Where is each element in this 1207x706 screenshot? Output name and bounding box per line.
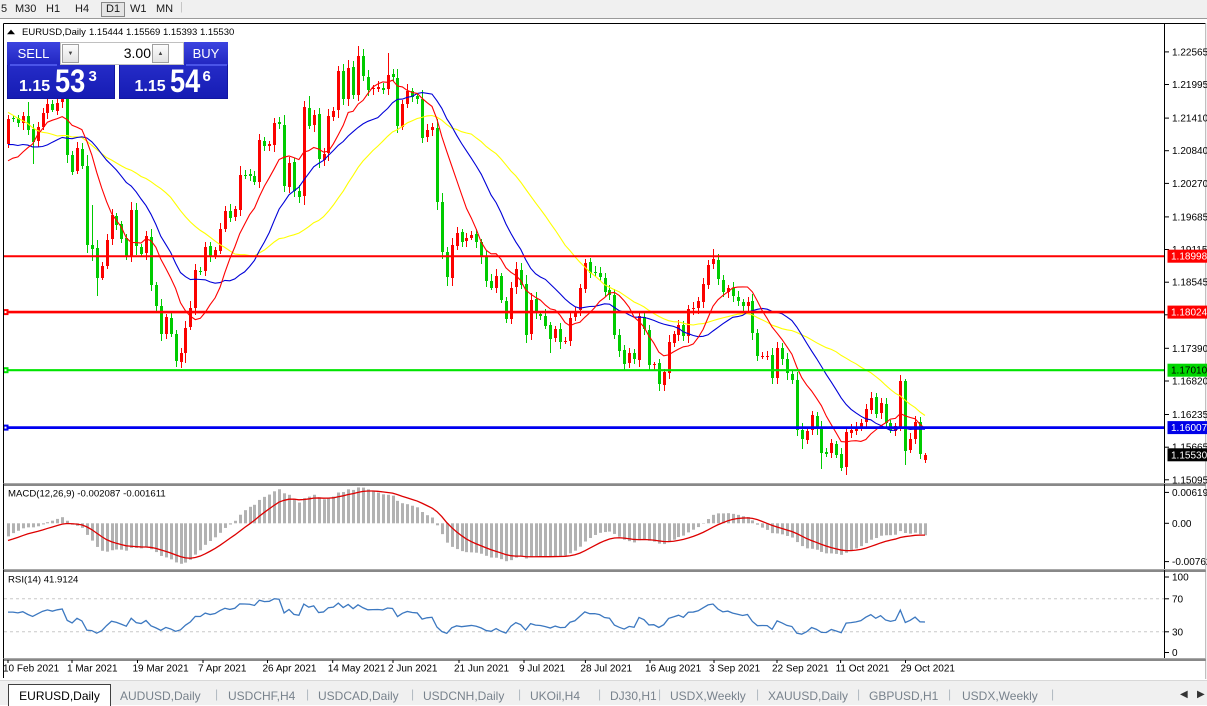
svg-text:-0.00762: -0.00762 — [1172, 557, 1207, 568]
svg-text:1.17010: 1.17010 — [1171, 366, 1207, 377]
svg-text:1.19685: 1.19685 — [1172, 212, 1207, 223]
svg-text:70: 70 — [1172, 594, 1184, 605]
svg-text:22 Sep 2021: 22 Sep 2021 — [772, 664, 829, 675]
svg-text:0.00: 0.00 — [1172, 519, 1192, 530]
svg-text:1.18024: 1.18024 — [1171, 308, 1207, 319]
svg-text:100: 100 — [1172, 573, 1189, 584]
svg-text:1 Mar 2021: 1 Mar 2021 — [67, 664, 118, 675]
svg-text:1.16235: 1.16235 — [1172, 410, 1207, 421]
svg-text:21 Jun 2021: 21 Jun 2021 — [454, 664, 509, 675]
svg-text:1.20270: 1.20270 — [1172, 179, 1207, 190]
svg-text:10 Feb 2021: 10 Feb 2021 — [3, 664, 60, 675]
svg-text:1.15530: 1.15530 — [1171, 450, 1207, 461]
svg-text:1.16007: 1.16007 — [1171, 423, 1207, 434]
svg-text:RSI(14) 41.9124: RSI(14) 41.9124 — [8, 575, 79, 586]
svg-text:19 Mar 2021: 19 Mar 2021 — [133, 664, 190, 675]
svg-text:9 Jul 2021: 9 Jul 2021 — [519, 664, 566, 675]
svg-text:1.15095: 1.15095 — [1172, 475, 1207, 486]
svg-text:7 Apr 2021: 7 Apr 2021 — [198, 664, 247, 675]
svg-text:1.18998: 1.18998 — [1171, 252, 1207, 263]
svg-text:MACD(12,26,9) -0.002087 -0.001: MACD(12,26,9) -0.002087 -0.001611 — [8, 489, 166, 500]
svg-text:3 Sep 2021: 3 Sep 2021 — [709, 664, 761, 675]
svg-text:1.18545: 1.18545 — [1172, 278, 1207, 289]
svg-text:1.16820: 1.16820 — [1172, 377, 1207, 388]
svg-text:16 Aug 2021: 16 Aug 2021 — [645, 664, 702, 675]
svg-text:1.20840: 1.20840 — [1172, 146, 1207, 157]
svg-text:2 Jun 2021: 2 Jun 2021 — [388, 664, 438, 675]
svg-text:0.006193: 0.006193 — [1172, 488, 1207, 499]
svg-text:11 Oct 2021: 11 Oct 2021 — [836, 664, 890, 675]
svg-text:EURUSD,Daily: EURUSD,Daily — [22, 27, 86, 38]
svg-text:0: 0 — [1172, 648, 1178, 659]
svg-text:1.21410: 1.21410 — [1172, 114, 1207, 125]
svg-text:1.17390: 1.17390 — [1172, 344, 1207, 355]
svg-text:1.21995: 1.21995 — [1172, 80, 1207, 91]
svg-text:29 Oct 2021: 29 Oct 2021 — [901, 664, 956, 675]
svg-text:1.22565: 1.22565 — [1172, 47, 1207, 58]
svg-text:26 Apr 2021: 26 Apr 2021 — [263, 664, 317, 675]
svg-text:30: 30 — [1172, 627, 1184, 638]
svg-text:1.15444 1.15569 1.15393 1.1553: 1.15444 1.15569 1.15393 1.15530 — [89, 27, 234, 38]
svg-text:14 May 2021: 14 May 2021 — [328, 664, 386, 675]
svg-text:28 Jul 2021: 28 Jul 2021 — [580, 664, 632, 675]
